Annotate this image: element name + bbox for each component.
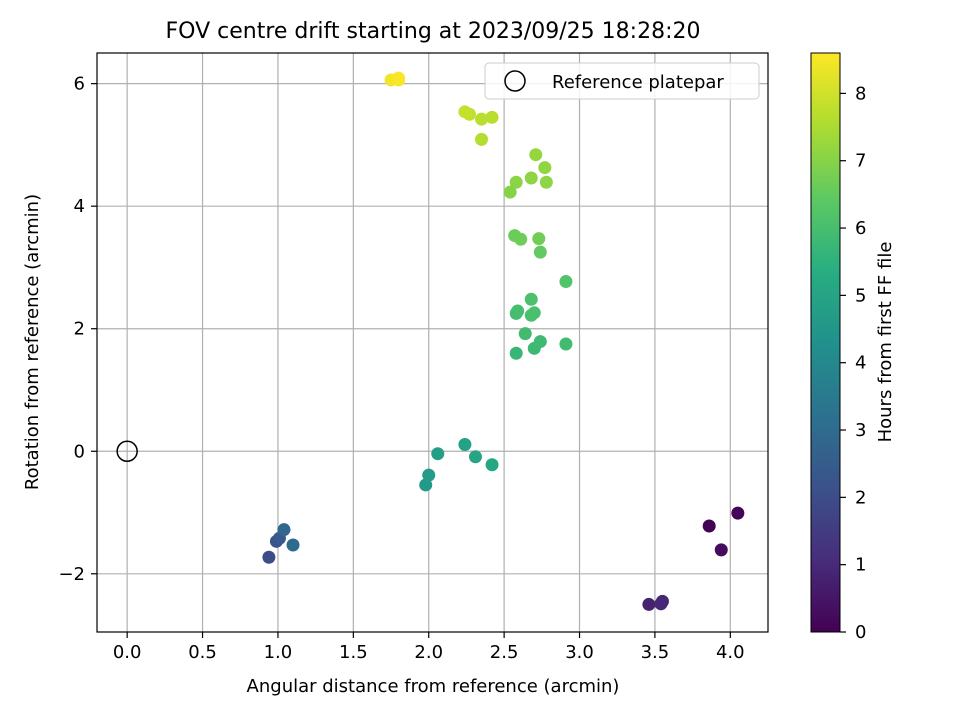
x-tick-label: 3.5 xyxy=(641,642,670,663)
x-axis-label: Angular distance from reference (arcmin) xyxy=(247,676,620,697)
colorbar xyxy=(810,52,841,633)
y-tick-label: 4 xyxy=(74,196,85,217)
scatter-point xyxy=(731,506,745,520)
y-tick-label: −2 xyxy=(58,564,85,585)
x-tick-label: 0.5 xyxy=(188,642,217,663)
scatter-point xyxy=(277,523,291,537)
legend-reference-marker xyxy=(504,70,526,92)
scatter-point xyxy=(485,110,499,124)
colorbar-tick-label: 0 xyxy=(855,622,866,643)
x-tick-label: 0.0 xyxy=(113,642,142,663)
colorbar-tick-label: 5 xyxy=(855,285,866,306)
scatter-point xyxy=(503,185,517,199)
x-tick-label: 1.5 xyxy=(339,642,368,663)
colorbar-label: Hours from first FF file xyxy=(875,242,896,443)
y-axis-ticks: −2 0 2 4 6 xyxy=(58,74,97,585)
colorbar-tick-label: 6 xyxy=(855,218,866,239)
scatter-point xyxy=(533,245,547,259)
scatter-point xyxy=(533,335,547,349)
scatter-point xyxy=(392,71,406,85)
x-tick-label: 1.0 xyxy=(264,642,293,663)
scatter-point xyxy=(475,132,489,146)
scatter-point xyxy=(654,597,668,611)
scatter-point xyxy=(431,447,445,461)
x-axis-ticks: 0.0 0.5 1.0 1.5 2.0 2.5 3.0 3.5 4.0 xyxy=(113,632,745,663)
scatter-point xyxy=(642,597,656,611)
scatter-point xyxy=(524,292,538,306)
x-tick-label: 2.5 xyxy=(490,642,519,663)
scatter-point xyxy=(524,171,538,185)
reference-marker-group xyxy=(116,440,138,463)
legend-box xyxy=(484,62,760,100)
chart-title: FOV centre drift starting at 2023/09/25 … xyxy=(166,19,701,44)
colorbar-tick-label: 4 xyxy=(855,353,866,374)
x-tick-label: 4.0 xyxy=(716,642,745,663)
scatter-point xyxy=(422,468,436,482)
scatter-point xyxy=(539,175,553,189)
x-tick-label: 3.0 xyxy=(565,642,594,663)
y-tick-label: 6 xyxy=(74,74,85,95)
scatter-point xyxy=(532,232,546,246)
scatter-point xyxy=(702,519,716,533)
scatter-point xyxy=(468,450,482,464)
plot-frame xyxy=(96,52,769,633)
colorbar-tick-label: 1 xyxy=(855,555,866,576)
scatter-point xyxy=(559,275,573,289)
y-tick-label: 2 xyxy=(74,319,85,340)
colorbar-tick-label: 8 xyxy=(855,83,866,104)
scatter-point xyxy=(518,327,532,341)
y-tick-label: 0 xyxy=(74,441,85,462)
scatter-point xyxy=(514,232,528,246)
scatter-point xyxy=(511,304,525,318)
scatter-point xyxy=(286,538,300,552)
x-tick-label: 2.0 xyxy=(414,642,443,663)
scatter-point xyxy=(714,543,728,557)
colorbar-tick-label: 3 xyxy=(855,420,866,441)
scatter-point xyxy=(509,175,523,189)
scatter-point xyxy=(419,478,433,492)
legend-label: Reference platepar xyxy=(552,72,724,93)
scatter-point xyxy=(262,550,276,564)
y-axis-label: Rotation from reference (arcmin) xyxy=(22,194,43,490)
scatter-point xyxy=(527,306,541,320)
scatter-point xyxy=(529,148,543,162)
scatter-point xyxy=(475,112,489,126)
scatter-point xyxy=(485,458,499,472)
colorbar-ticks: 0 1 2 3 4 5 6 7 8 xyxy=(840,83,866,643)
colorbar-tick-label: 7 xyxy=(855,151,866,172)
scatter-point xyxy=(458,438,472,452)
scatter-point xyxy=(509,346,523,360)
scatter-point xyxy=(559,337,573,351)
colorbar-tick-label: 2 xyxy=(855,487,866,508)
data-points xyxy=(262,71,745,611)
scatter-point xyxy=(458,105,472,119)
scatter-point xyxy=(538,161,552,175)
reference-marker xyxy=(116,440,138,463)
grid-lines xyxy=(97,53,768,632)
legend: Reference platepar xyxy=(484,62,760,100)
